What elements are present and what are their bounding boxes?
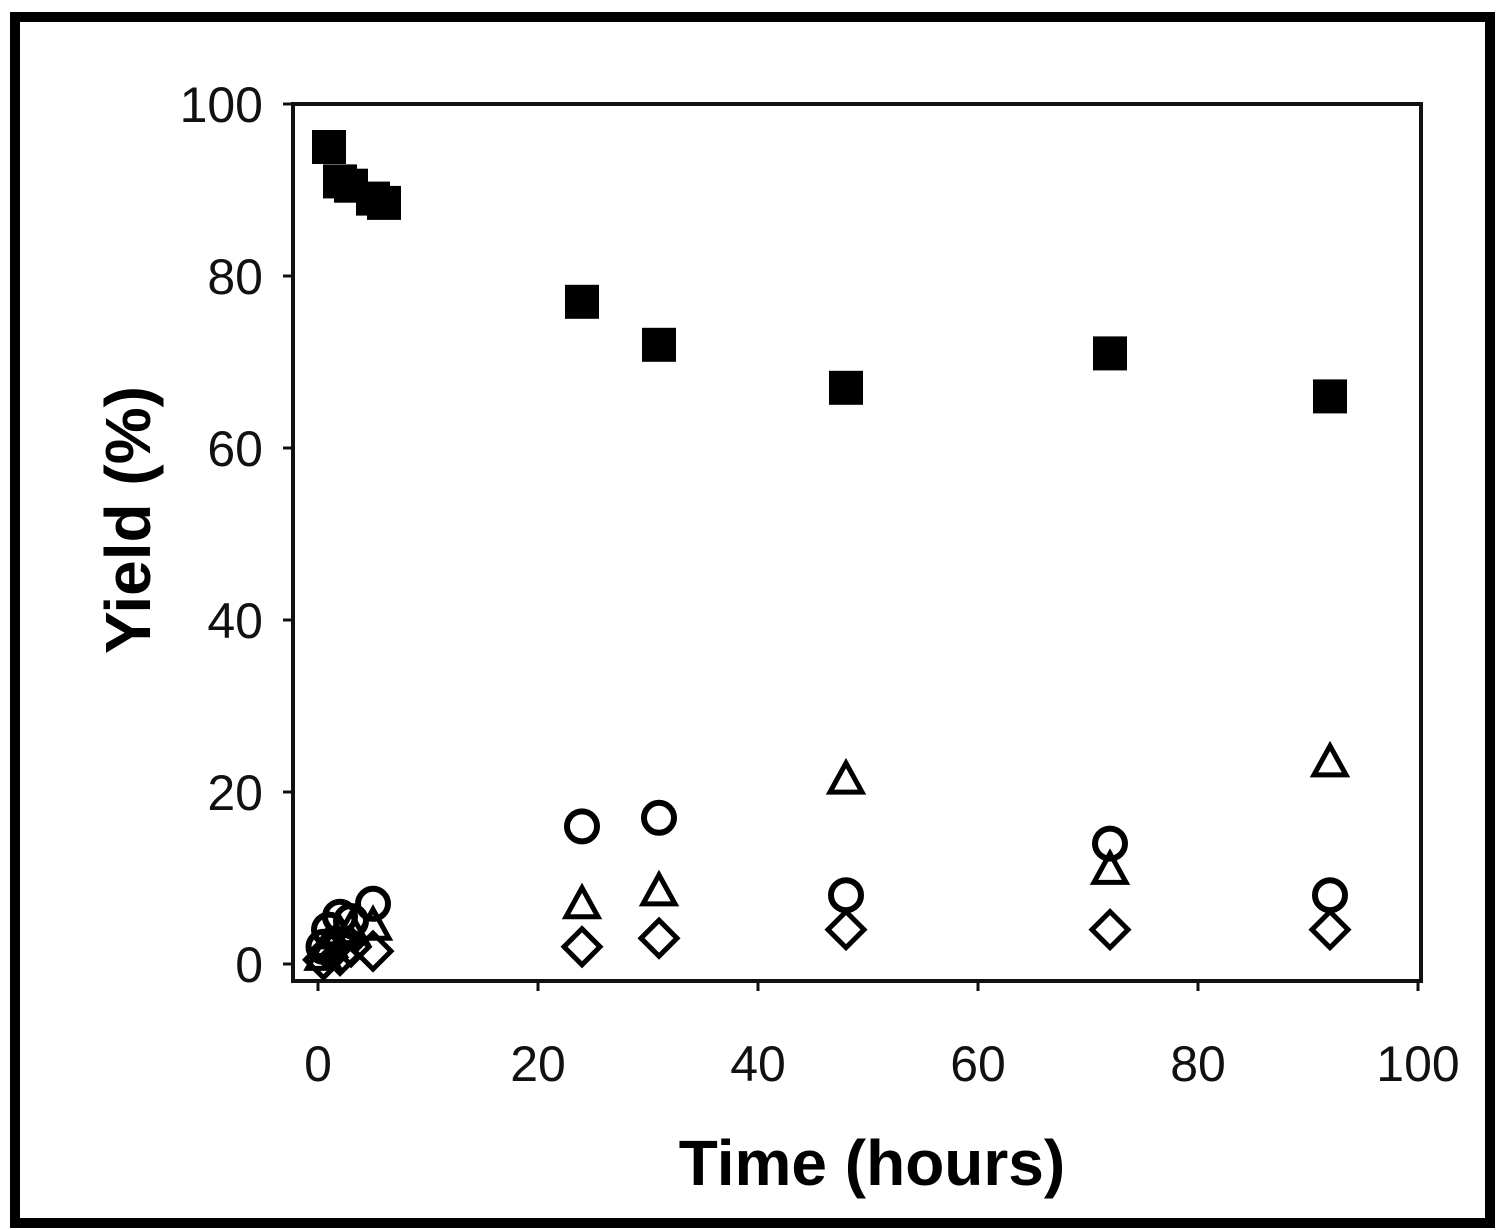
- y-tick-label: 60: [207, 421, 263, 477]
- chart-frame: [10, 12, 1495, 1228]
- y-axis-title: Yield (%): [92, 386, 164, 654]
- circle-marker: [564, 808, 600, 845]
- x-axis-ticks: 0 20 40 60 80 100: [304, 981, 1460, 1092]
- x-tick-label: 0: [304, 1036, 332, 1092]
- circle-marker: [828, 877, 864, 914]
- square-marker: [565, 284, 599, 319]
- x-tick-label: 100: [1376, 1036, 1459, 1092]
- triangle-marker: [1309, 740, 1351, 778]
- diamond-marker: [824, 908, 868, 952]
- square-marker: [642, 327, 676, 362]
- triangle-marker: [1089, 848, 1131, 885]
- circle-marker: [1312, 877, 1348, 914]
- circle-marker: [1092, 825, 1128, 862]
- diamond-marker: [307, 929, 351, 973]
- y-tick-label: 40: [207, 593, 263, 649]
- x-axis-title: Time (hours): [679, 1127, 1065, 1199]
- diamond-marker: [637, 916, 681, 960]
- plot-area: [291, 102, 1423, 983]
- x-tick-label: 60: [950, 1036, 1006, 1092]
- square-marker: [1313, 379, 1347, 414]
- diamond-marker: [1088, 908, 1132, 952]
- square-marker: [312, 130, 346, 164]
- circle-marker: [355, 885, 391, 922]
- triangle-marker: [352, 904, 394, 941]
- x-tick-label: 80: [1170, 1036, 1226, 1092]
- triangle-marker: [561, 882, 603, 920]
- square-marker: [1093, 336, 1127, 371]
- diamond-marker: [560, 925, 604, 969]
- diamond-marker: [318, 933, 362, 977]
- y-axis-ticks: 0 20 40 60 80 100: [180, 77, 293, 993]
- y-tick-label: 0: [235, 937, 263, 993]
- triangle-marker: [638, 869, 680, 907]
- square-marker: [829, 370, 863, 405]
- y-tick-label: 100: [180, 77, 263, 133]
- circle-marker: [641, 799, 677, 836]
- data-markers: [301, 130, 1352, 982]
- x-tick-label: 40: [730, 1036, 786, 1092]
- diamond-marker: [351, 929, 395, 973]
- y-tick-label: 80: [207, 249, 263, 305]
- x-tick-label: 20: [510, 1036, 566, 1092]
- triangle-marker: [330, 908, 372, 946]
- square-marker: [367, 185, 401, 220]
- y-tick-label: 20: [207, 765, 263, 821]
- triangle-marker: [825, 757, 867, 795]
- diamond-marker: [1308, 908, 1352, 952]
